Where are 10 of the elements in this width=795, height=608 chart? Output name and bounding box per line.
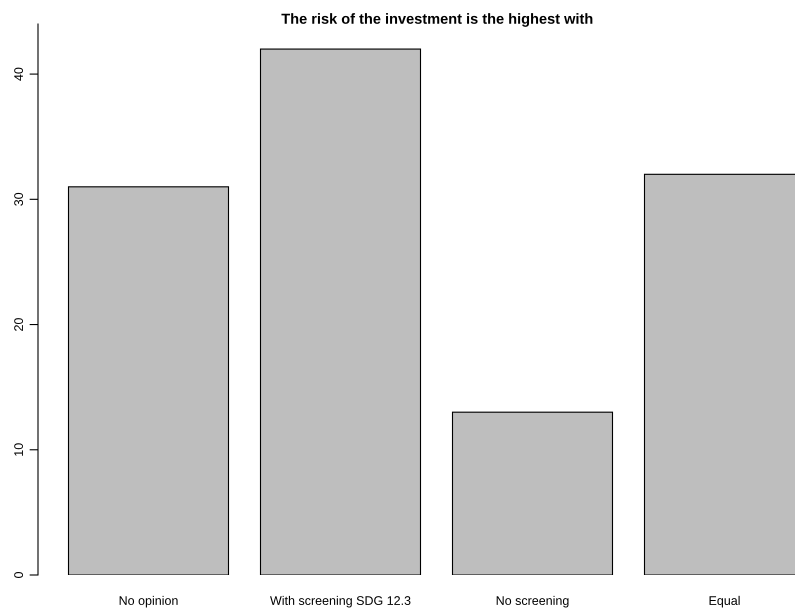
x-tick-label: No opinion [120, 596, 178, 608]
x-tick-label: With screening SDG 12.3 [270, 596, 410, 608]
y-tick-label: 0 [14, 572, 24, 578]
x-tick-label: Equal [710, 596, 740, 608]
y-tick-label: 20 [14, 318, 24, 331]
chart-title: The risk of the investment is the highest with [281, 13, 592, 27]
x-tick-label: No screening [496, 596, 569, 608]
y-tick-label: 10 [14, 443, 24, 456]
y-tick-label: 30 [14, 192, 24, 206]
y-tick-label: 40 [14, 68, 24, 81]
